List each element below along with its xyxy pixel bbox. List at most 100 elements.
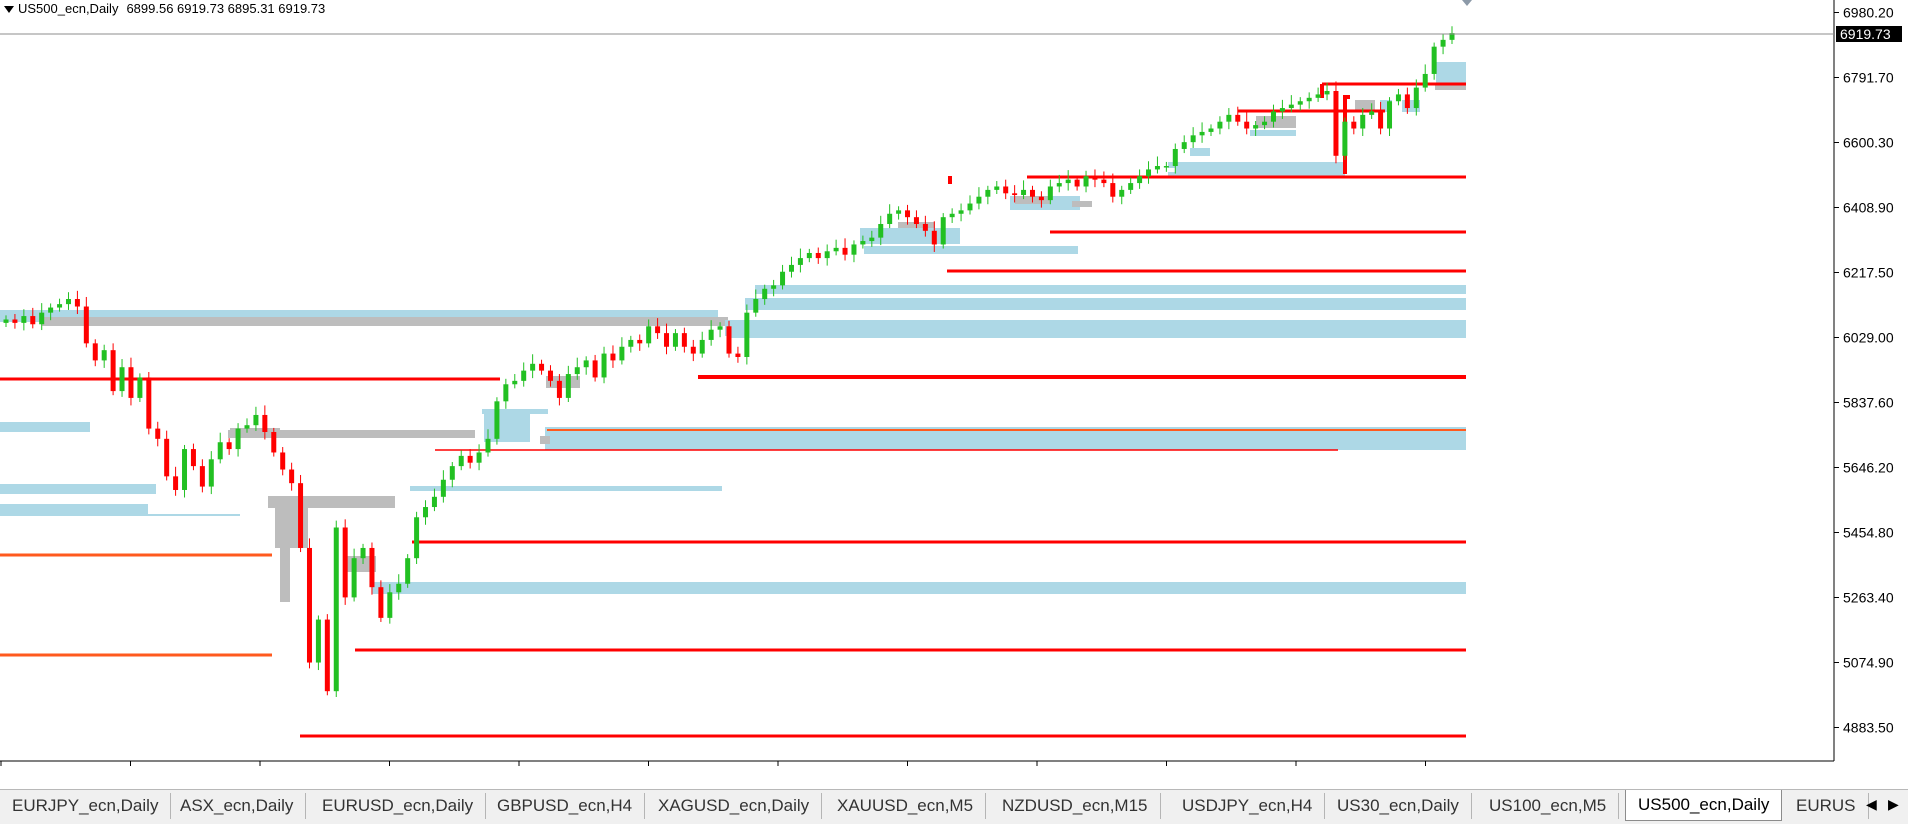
zone-rect — [0, 484, 156, 494]
candle-body — [958, 210, 964, 214]
candle-body — [1279, 108, 1285, 112]
time-tick-label: 21 Oct 2025 — [1423, 766, 1499, 768]
candle-body — [735, 353, 741, 357]
price-tick-label: 6029.00 — [1843, 330, 1894, 346]
time-tick-label: 1 Jul 2025 — [775, 766, 840, 768]
time-tick-label: 24 Apr 2025 — [387, 766, 463, 768]
zone-rect — [268, 496, 395, 508]
tab-us500-ecn-daily[interactable]: US500_ecn,Daily — [1625, 790, 1783, 821]
candle-body — [833, 247, 839, 252]
candle-body — [878, 223, 884, 238]
candle-body — [1262, 121, 1268, 126]
candle-body — [1235, 114, 1241, 122]
candle-body — [190, 449, 196, 467]
candle-body — [887, 213, 893, 224]
tab-us30-ecn-daily[interactable]: US30_ecn,Daily — [1325, 793, 1472, 819]
candle-body — [315, 619, 321, 663]
time-tick-label: 1 Apr 2025 — [257, 766, 325, 768]
price-chart[interactable]: 6980.20 6791.70 6600.30 6408.90 6217.50 6029.… — [0, 0, 1908, 768]
candle-body — [976, 196, 982, 204]
time-tick-label: 23 Jul 2025 — [905, 766, 978, 768]
candle-body — [940, 217, 946, 245]
candle-body — [1333, 91, 1339, 156]
candle-body — [351, 558, 357, 598]
tab-xauusd-ecn-m5[interactable]: XAUUSD_ecn,M5 — [825, 793, 987, 819]
candle-body — [1324, 91, 1330, 95]
tab-gbpusd-ecn-h4[interactable]: GBPUSD_ecn,H4 — [485, 793, 646, 819]
candle-body — [217, 442, 223, 460]
candle-body — [253, 414, 259, 426]
candle-body — [128, 367, 134, 398]
candle-body — [137, 377, 143, 398]
zone-rect — [130, 514, 240, 516]
candle-body — [592, 360, 598, 378]
zone-rect — [0, 504, 148, 516]
candle-body — [637, 339, 643, 344]
candle-body — [664, 333, 670, 347]
price-tick-label: 6980.20 — [1843, 5, 1894, 21]
candle-body — [610, 353, 616, 361]
candle-body — [583, 360, 589, 368]
tab-eurusd-ecn-daily[interactable]: EURUSD_ecn,Daily — [310, 793, 487, 819]
candle-body — [12, 319, 18, 323]
candle-body — [1306, 97, 1312, 102]
candle-body — [485, 438, 491, 453]
zone-rect — [745, 298, 1466, 310]
tab-eurjpy-ecn-daily[interactable]: EURJPY_ecn,Daily — [0, 793, 172, 819]
zone-rect — [546, 376, 580, 388]
time-tick-label: 10 Mar 2025 — [128, 766, 207, 768]
candle-body — [1404, 94, 1410, 109]
zone-rect — [1168, 172, 1345, 176]
candle-body — [1012, 193, 1018, 196]
tab-us100-ecn-m5[interactable]: US100_ecn,M5 — [1477, 793, 1620, 819]
time-tick-label: 29 Sep 2025 — [1293, 766, 1373, 768]
ohlc-readout: 6899.56 6919.73 6895.31 6919.73 — [126, 1, 326, 16]
zone-rect — [540, 436, 550, 444]
candle-body — [431, 496, 437, 508]
candle-body — [1101, 179, 1107, 184]
zone-rect — [280, 548, 290, 602]
candle-body — [788, 264, 794, 272]
candle-body — [48, 307, 54, 313]
candle-body — [1413, 87, 1419, 109]
candle-body — [681, 333, 687, 347]
tab-asx-ecn-daily[interactable]: ASX_ecn,Daily — [168, 793, 307, 819]
zone-rect — [545, 427, 1466, 450]
candle-body — [280, 452, 286, 470]
zone-rect — [1256, 116, 1296, 128]
candle-body — [1208, 128, 1214, 132]
candle-body — [1226, 114, 1232, 122]
candle-body — [1217, 121, 1223, 129]
candle-body — [1128, 183, 1134, 190]
candle-body — [369, 547, 375, 588]
candle-body — [905, 210, 911, 218]
tab-xagusd-ecn-daily[interactable]: XAGUSD_ecn,Daily — [646, 793, 823, 819]
tab-scroll-left-icon[interactable]: ◀ — [1866, 796, 1877, 812]
collapse-triangle-icon[interactable] — [4, 6, 14, 14]
candle-body — [1297, 101, 1303, 105]
candle-body — [262, 414, 268, 433]
candle-body — [119, 367, 125, 392]
candle-body — [1021, 189, 1027, 196]
candle-body — [619, 346, 625, 361]
candle-body — [628, 339, 634, 347]
candle-body — [896, 210, 902, 214]
candle-body — [396, 583, 402, 593]
price-tick-label: 4883.50 — [1843, 720, 1894, 736]
candle-body — [922, 223, 928, 231]
tab-scroll-right-icon[interactable]: ▶ — [1888, 796, 1899, 812]
candle-body — [574, 367, 580, 375]
time-tick-label: 16 May 2025 — [516, 766, 597, 768]
tab-eurus[interactable]: EURUS — [1784, 793, 1869, 819]
tab-usdjpy-ecn-h4[interactable]: USDJPY_ecn,H4 — [1170, 793, 1326, 819]
tab-nzdusd-ecn-m15[interactable]: NZDUSD_ecn,M15 — [990, 793, 1161, 819]
chart-area[interactable]: 6980.20 6791.70 6600.30 6408.90 6217.50 6029.… — [0, 0, 1908, 768]
price-tick-label: 6408.90 — [1843, 200, 1894, 216]
candle-body — [860, 241, 866, 245]
zone-rect — [228, 430, 475, 438]
candle-body — [476, 452, 482, 463]
candle-body — [39, 312, 45, 325]
candle-body — [1074, 179, 1080, 187]
candle-body — [967, 203, 973, 211]
scroll-marker-icon[interactable] — [1462, 0, 1472, 6]
